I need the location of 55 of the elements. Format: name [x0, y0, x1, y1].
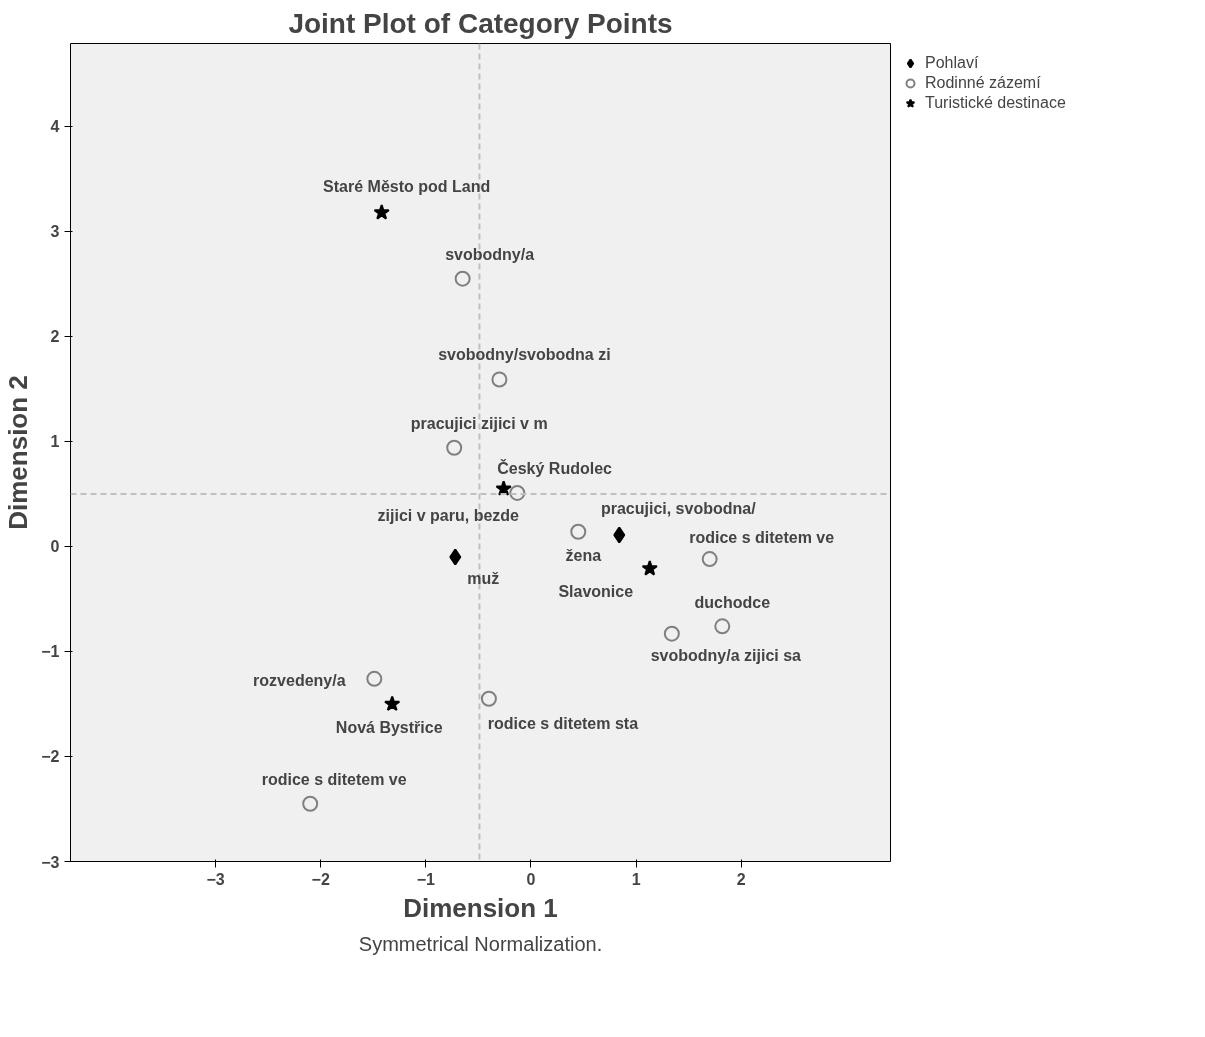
point — [373, 204, 390, 220]
y-tick-label: 0 — [50, 538, 60, 556]
x-tick-label: −2 — [311, 870, 330, 888]
point — [491, 371, 508, 388]
y-tick-label: −3 — [41, 853, 60, 871]
point — [714, 618, 731, 635]
x-axis-title: Dimension 1 — [403, 892, 558, 923]
point — [454, 270, 471, 287]
annotation: muž — [467, 570, 500, 588]
point — [613, 526, 626, 544]
annotation: duchodce — [694, 593, 771, 611]
y-tick-label: 3 — [50, 223, 60, 241]
annotation: Český Rudolec — [497, 459, 613, 478]
y-tick-label: 2 — [50, 328, 60, 346]
legend-label: Pohlaví — [925, 54, 979, 72]
annotation: rozvedeny/a — [253, 672, 346, 690]
annotation: svobodny/a — [445, 246, 535, 264]
annotation: rodice s ditetem ve — [261, 771, 407, 789]
point — [366, 670, 383, 687]
y-tick-label: −1 — [41, 643, 60, 661]
x-tick-label: −1 — [416, 870, 436, 888]
point — [701, 551, 718, 568]
annotation: rodice s ditetem ve — [689, 528, 835, 546]
annotation: pracujici, svobodna/ — [600, 500, 757, 518]
annotation: Staré Město pod Land — [323, 178, 491, 196]
legend-label: Rodinné zázemí — [925, 74, 1041, 92]
point — [302, 795, 319, 812]
y-axis-title: Dimension 2 — [3, 375, 34, 530]
point — [641, 560, 658, 576]
text: Symmetrical Normalization. — [358, 932, 603, 955]
x-tick-label: −3 — [206, 870, 225, 888]
x-tick-label: 1 — [631, 870, 641, 888]
annotation: svobodny/a zijici sa — [650, 647, 802, 665]
y-tick-label: −2 — [41, 748, 60, 766]
point — [480, 690, 497, 707]
legend-label: Turistické destinace — [925, 94, 1066, 112]
x-tick-label: 2 — [736, 870, 746, 888]
annotation: žena — [565, 547, 602, 565]
annotation: pracujici zijici v m — [410, 415, 548, 433]
annotation: Slavonice — [558, 583, 634, 601]
y-tick-label: 1 — [50, 433, 60, 451]
point — [509, 484, 526, 501]
annotation: svobodny/svobodna zi — [438, 346, 611, 364]
point — [495, 480, 512, 496]
annotation: zijici v paru, bezde — [377, 507, 520, 525]
y-tick-label: 4 — [50, 118, 60, 136]
x-tick-label: 0 — [526, 870, 536, 888]
chart-title: Joint Plot of Category Points — [288, 7, 673, 39]
point — [663, 625, 680, 642]
point — [446, 439, 463, 456]
point — [570, 523, 587, 540]
point — [449, 548, 462, 566]
annotation: Nová Bystřice — [335, 719, 443, 737]
point — [384, 695, 401, 712]
annotation: rodice s ditetem sta — [487, 715, 639, 733]
